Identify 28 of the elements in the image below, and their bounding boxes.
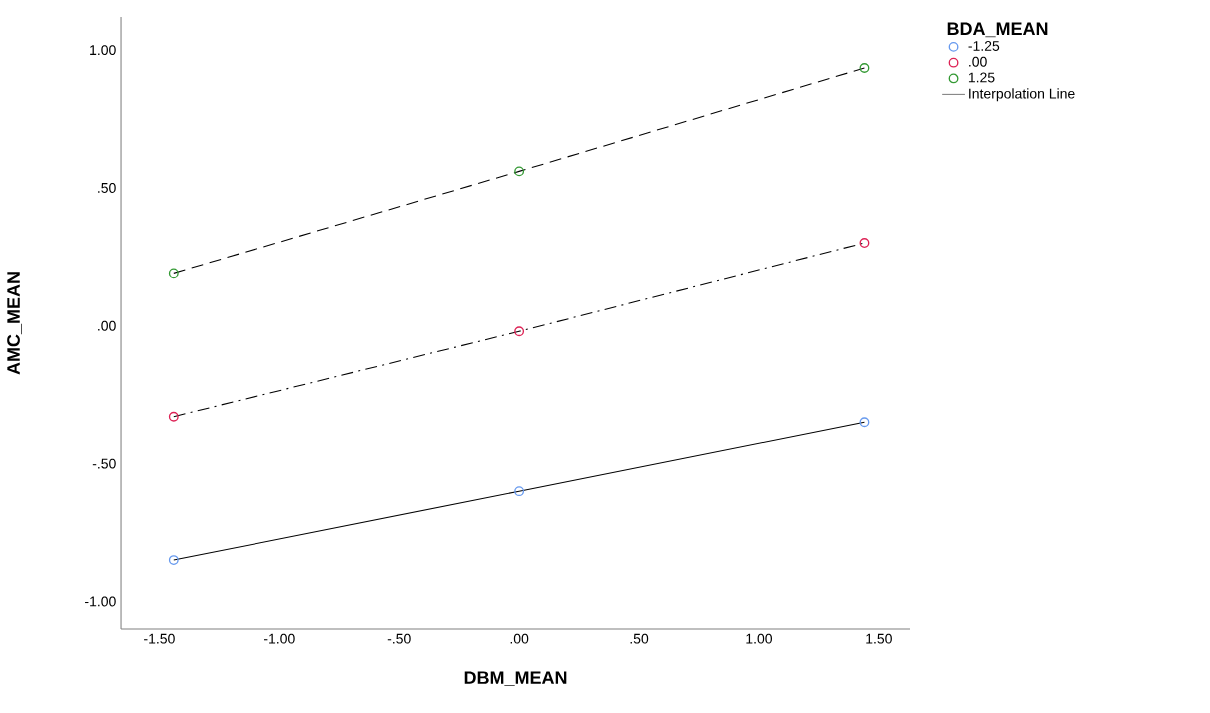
point	[514, 166, 525, 177]
x-tick-label: .00	[510, 633, 529, 644]
point	[514, 326, 525, 337]
text: Interpolation Line	[969, 88, 1075, 102]
y-tick-label: .00	[98, 320, 116, 331]
legend-label: 1.25	[968, 72, 995, 83]
x-axis-title: DBM_MEAN	[464, 671, 567, 687]
x-tick-label: -1.50	[144, 633, 175, 644]
legend-label: -1.25	[968, 41, 1000, 51]
y-tick-label: .50	[98, 182, 116, 193]
y-axis-title: AMC_MEAN	[7, 272, 22, 375]
point	[859, 63, 870, 73]
x-tick-label: 1.50	[866, 633, 892, 644]
point	[168, 268, 179, 279]
point	[859, 417, 870, 428]
x-tick-label: .50	[630, 633, 649, 644]
x-tick-label: 1.00	[746, 633, 773, 644]
legend-label: .00	[969, 56, 987, 67]
x-tick-label: -1.00	[263, 633, 295, 644]
y-tick-label: -.50	[92, 458, 116, 469]
legend-title: BDA_MEAN	[947, 22, 1048, 38]
point	[859, 238, 870, 248]
y-tick-label: 1.00	[90, 45, 116, 56]
x-tick-label: -.50	[387, 633, 411, 644]
y-tick-label: -1.00	[85, 596, 116, 607]
point	[168, 555, 179, 566]
point	[168, 411, 179, 422]
point	[514, 486, 525, 497]
